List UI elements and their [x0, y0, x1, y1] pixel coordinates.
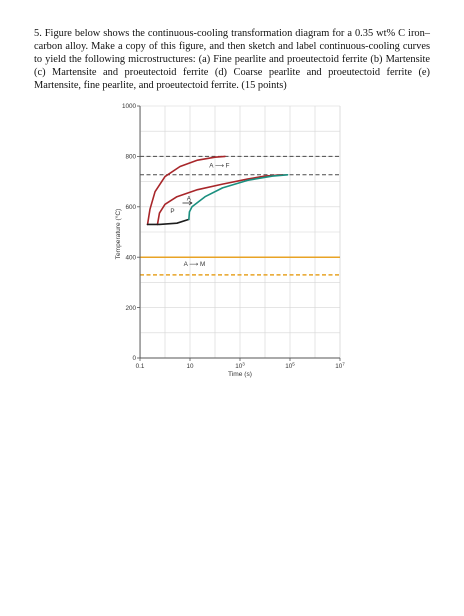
axes: 0 200 400 600 800 1000 0.1 10 103 105 107	[122, 103, 345, 370]
x-tick-label: 10	[186, 363, 194, 370]
annotation-label: P	[170, 208, 174, 215]
annotation-label: A	[187, 196, 192, 203]
cct-curve	[188, 174, 289, 221]
y-axis-label: Temperature (°C)	[114, 209, 122, 260]
arrow-a-to-p	[182, 200, 193, 206]
y-tick-label: 400	[125, 254, 136, 261]
cct-curve	[156, 174, 284, 226]
reference-lines	[140, 155, 340, 276]
x-axis-label: Time (s)	[228, 371, 252, 378]
cct-curve	[146, 155, 226, 226]
x-tick-label: 0.1	[136, 363, 145, 370]
x-tick-label: 107	[335, 362, 345, 371]
cct-curve	[146, 218, 190, 226]
question-text: 5. Figure below shows the continuous-coo…	[34, 28, 430, 92]
x-tick-label: 103	[235, 362, 245, 371]
annotation-label: A ⟶ F	[209, 163, 229, 170]
y-tick-label: 600	[125, 204, 136, 211]
axis-labels: Temperature (°C) Time (s)	[114, 209, 252, 378]
annotation-label: A ⟶ M	[184, 261, 206, 268]
annotations: A ⟶ F A P A ⟶ M	[170, 163, 229, 268]
y-tick-label: 0	[132, 355, 136, 362]
y-tick-label: 200	[125, 305, 136, 312]
y-tick-label: 800	[125, 154, 136, 161]
y-tick-label: 1000	[122, 103, 137, 110]
grid	[139, 105, 341, 358]
x-tick-label: 105	[285, 362, 295, 371]
transformation-curves	[146, 155, 289, 226]
